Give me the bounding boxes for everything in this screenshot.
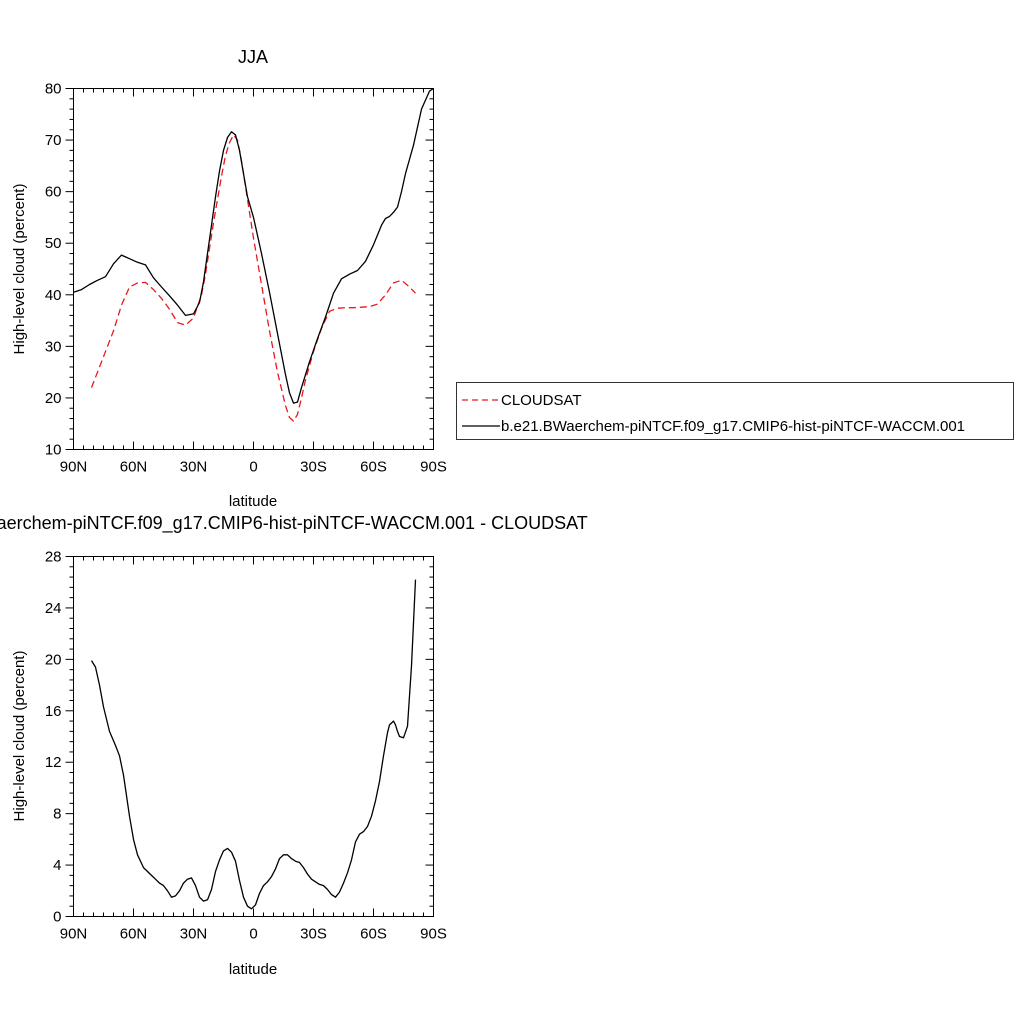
top-series-line-0: [90, 134, 416, 422]
top-plot-series: [73, 87, 434, 422]
top-plot-frame: [73, 88, 434, 450]
top-plot-ylabel: High-level cloud (percent): [11, 184, 28, 355]
bottom-plot-series: [90, 579, 417, 910]
top-y-tick-label: 20: [45, 390, 62, 407]
bottom-plot-ticks: 90N 60N 30N 0 30S 60S 90S 0 4 8 12 16 20 24 28: [45, 549, 447, 943]
top-y-tick-label: 40: [45, 287, 62, 304]
legend-label-cloudsat: CLOUDSAT: [501, 392, 582, 409]
legend-label-model: b.e21.BWaerchem-piNTCF.f09_g17.CMIP6-his…: [501, 418, 965, 435]
top-plot-title: JJA: [238, 47, 268, 67]
top-x-tick-label: 30S: [300, 459, 327, 476]
top-plot-ticks: 90N 60N 30N 0 30S 60S 90S 10 20 30 40 50 60 70 80: [45, 81, 447, 476]
top-y-tick-label: 30: [45, 338, 62, 355]
bottom-y-tick-label: 24: [45, 600, 62, 617]
bottom-plot: b.e21.BWaerchem-piNTCF.f09_g17.CMIP6-his…: [0, 513, 588, 978]
bottom-series-line-0: [90, 579, 417, 910]
bottom-y-tick-label: 8: [53, 806, 61, 823]
top-x-tick-label: 90S: [420, 459, 447, 476]
bottom-plot-frame: [73, 556, 434, 917]
bottom-y-tick-label: 0: [53, 909, 61, 926]
top-plot: JJA 90N 60N 30N 0 30S 60S 90S1020304050607080 …: [11, 47, 447, 510]
legend-box: [456, 382, 1014, 440]
top-y-tick-label: 70: [45, 132, 62, 149]
bottom-y-tick-label: 12: [45, 754, 62, 771]
bottom-plot-xlabel: latitude: [229, 961, 277, 978]
top-x-tick-label: 30N: [180, 459, 208, 476]
bottom-y-tick-label: 4: [53, 857, 61, 874]
top-x-tick-label: 60S: [360, 459, 387, 476]
bottom-x-tick-label: 90N: [60, 926, 88, 943]
top-y-tick-label: 10: [45, 442, 62, 459]
bottom-x-tick-label: 90S: [420, 926, 447, 943]
bottom-x-tick-label: 60S: [360, 926, 387, 943]
top-x-tick-label: 0: [249, 459, 257, 476]
bottom-plot-ylabel: High-level cloud (percent): [11, 651, 28, 822]
top-x-tick-label: 90N: [60, 459, 88, 476]
bottom-x-tick-label: 60N: [120, 926, 148, 943]
bottom-plot-title: b.e21.BWaerchem-piNTCF.f09_g17.CMIP6-his…: [0, 513, 588, 534]
top-plot-xlabel: latitude: [229, 493, 277, 510]
top-y-tick-label: 60: [45, 184, 62, 201]
top-y-tick-label: 80: [45, 81, 62, 98]
top-y-tick-label: 50: [45, 235, 62, 252]
bottom-x-tick-label: 0: [249, 926, 257, 943]
legend: CLOUDSAT b.e21.BWaerchem-piNTCF.f09_g17.…: [456, 382, 1014, 440]
top-x-tick-label: 60N: [120, 459, 148, 476]
bottom-y-tick-label: 20: [45, 651, 62, 668]
bottom-y-tick-label: 28: [45, 549, 62, 566]
bottom-y-tick-label: 16: [45, 703, 62, 720]
top-series-line-1: [73, 87, 434, 404]
bottom-x-tick-label: 30S: [300, 926, 327, 943]
bottom-x-tick-label: 30N: [180, 926, 208, 943]
